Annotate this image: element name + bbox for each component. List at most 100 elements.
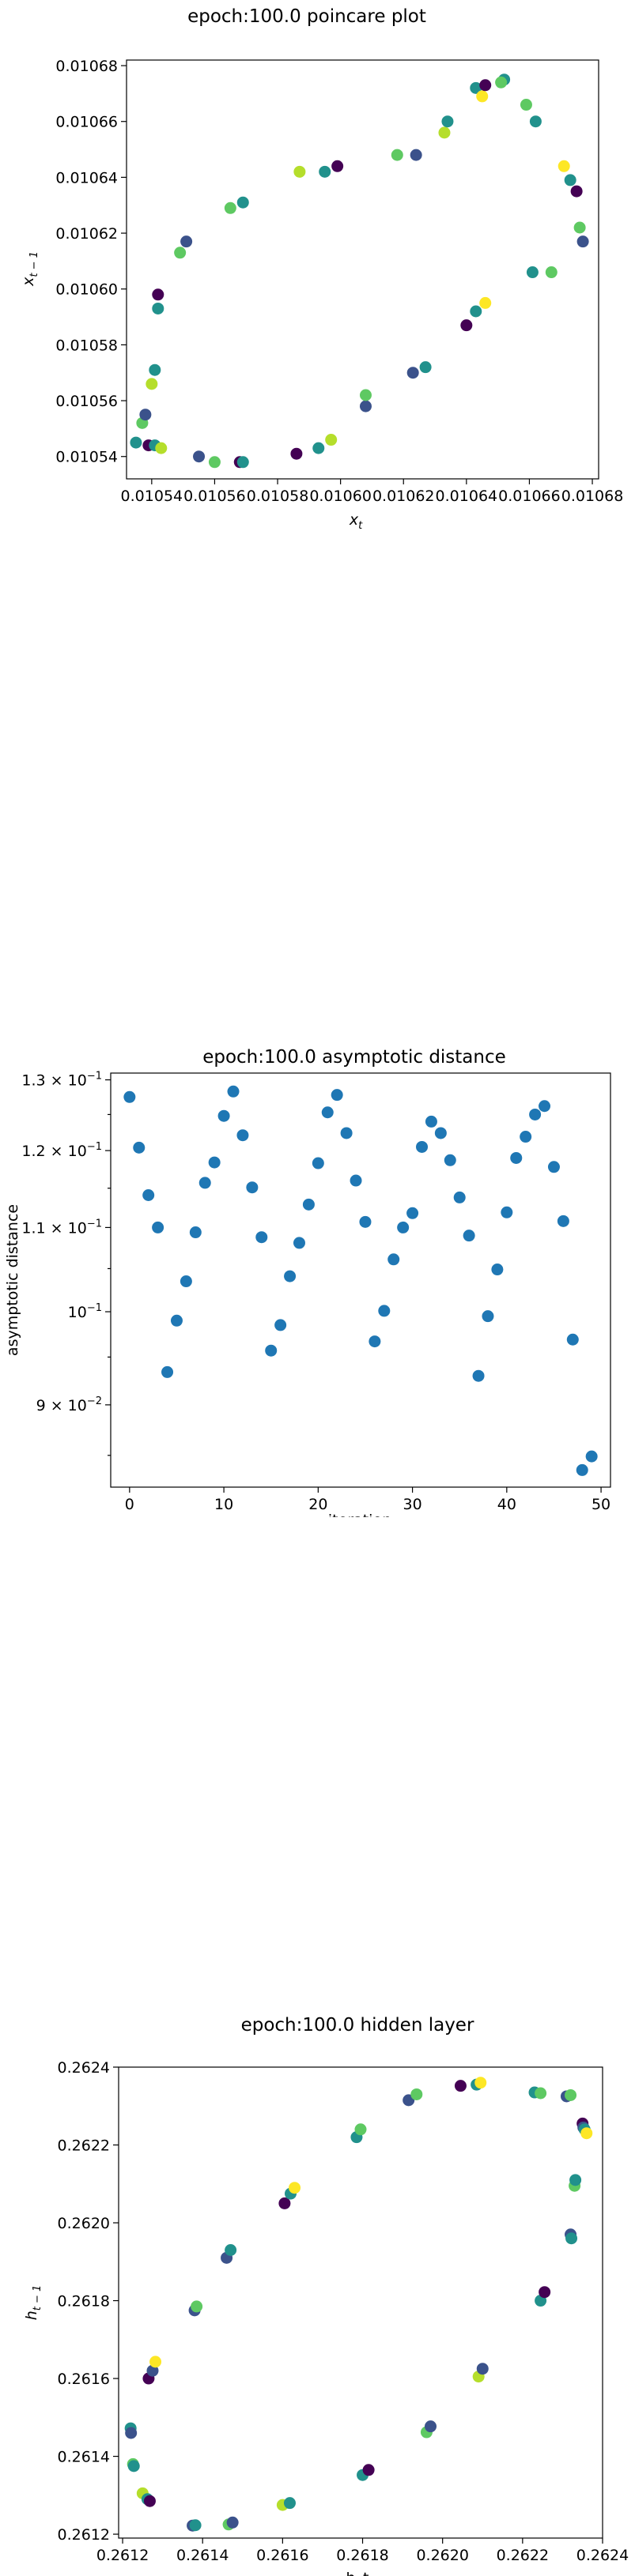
data-point [226, 2516, 239, 2529]
data-point [565, 2088, 577, 2101]
data-point [359, 400, 372, 412]
x-tick-label: 0.2616 [256, 2547, 308, 2564]
data-point [539, 1100, 551, 1113]
data-point [302, 1198, 315, 1211]
data-point [127, 2460, 140, 2472]
data-point [476, 2363, 489, 2375]
x-tick-label: 0.2614 [176, 2547, 229, 2564]
data-point [535, 2087, 547, 2100]
chart-title: epoch:100.0 poincare plot [187, 6, 426, 27]
x-tick-label: 0.2612 [96, 2547, 149, 2564]
data-point [180, 1275, 192, 1288]
data-point [529, 1108, 542, 1120]
data-point [453, 1191, 466, 1203]
y-tick-label: 0.2622 [58, 2137, 110, 2155]
data-point [470, 81, 482, 94]
data-point [146, 2364, 159, 2377]
data-point [278, 2197, 291, 2209]
chart-title: epoch:100.0 hidden layer [241, 2015, 474, 2036]
data-point [564, 174, 576, 186]
x-tick-label: 0.2624 [576, 2547, 629, 2564]
data-point [569, 2174, 582, 2186]
x-tick-label: 0.01068 [561, 488, 624, 505]
y-axis-label: ht − 1 [23, 2285, 43, 2321]
x-tick-label: 30 [403, 1496, 421, 1513]
x-tick-label: 0.2620 [416, 2547, 468, 2564]
x-axis-label: h_t [346, 2570, 369, 2576]
y-axis-label: asymptotic distance [4, 1204, 21, 1356]
data-point [236, 196, 249, 209]
data-point [397, 1221, 410, 1233]
data-point [224, 201, 236, 214]
data-point [570, 185, 583, 198]
data-point [139, 409, 152, 421]
data-point [189, 1226, 202, 1239]
data-point [283, 2497, 296, 2510]
data-point [149, 2356, 162, 2368]
data-point [312, 1157, 324, 1169]
data-point [438, 126, 451, 139]
x-tick-label: 0.2622 [497, 2547, 549, 2564]
plot-points [123, 1085, 598, 1476]
data-point [146, 378, 158, 390]
data-point [585, 1450, 598, 1463]
data-point [425, 2420, 437, 2433]
y-tick-label: 0.01060 [55, 281, 118, 299]
data-point [529, 115, 542, 128]
data-point [444, 1154, 456, 1166]
data-point [208, 456, 221, 469]
data-point [191, 2300, 203, 2313]
data-point [573, 221, 586, 234]
data-point [472, 1369, 485, 1382]
data-point [482, 1310, 494, 1323]
data-point [198, 1177, 211, 1189]
data-point [155, 442, 168, 454]
data-point [289, 2182, 301, 2194]
data-point [290, 447, 303, 460]
x-axis-label: iteration [328, 1512, 391, 1517]
data-point [130, 436, 142, 449]
data-point [274, 1319, 287, 1331]
data-point [284, 1270, 297, 1282]
data-point [406, 367, 419, 379]
y-tick-label: 1.1 × 10−1 [21, 1218, 102, 1237]
data-point [391, 149, 403, 161]
x-axis-label: xt [349, 511, 363, 532]
x-tick-label: 0.2618 [336, 2547, 388, 2564]
data-point [565, 2232, 578, 2245]
data-point [174, 247, 187, 259]
y-tick-label: 0.2624 [58, 2059, 110, 2077]
data-point [520, 99, 532, 111]
data-point [170, 1314, 183, 1327]
data-point [410, 149, 422, 161]
plot-points [124, 2077, 593, 2532]
data-point [319, 165, 331, 178]
data-point [236, 456, 249, 469]
data-point [491, 1264, 504, 1276]
data-point [520, 1131, 532, 1143]
data-point [479, 79, 492, 92]
y-tick-label: 0.01068 [55, 58, 118, 75]
data-point [246, 1181, 259, 1194]
data-point [576, 1463, 588, 1476]
data-point [149, 363, 161, 376]
x-tick-label: 40 [497, 1496, 516, 1513]
data-point [227, 1085, 240, 1098]
x-ticks: 0.01054 0.01056 0.01058 0.01060 0.01062 0.010… [121, 479, 624, 505]
data-point [580, 2127, 593, 2140]
data-point [143, 2495, 156, 2507]
data-point [255, 1231, 268, 1244]
data-point [476, 90, 489, 103]
y-tick-label: 0.01058 [55, 337, 118, 354]
data-point [354, 2123, 367, 2136]
y-tick-label: 0.2618 [58, 2293, 110, 2310]
x-tick-label: 0.01060 [309, 488, 372, 505]
data-point [359, 1215, 372, 1228]
data-point [576, 235, 589, 248]
x-tick-label: 50 [592, 1496, 610, 1513]
x-ticks: 0.2612 0.2614 0.2616 0.2618 0.2620 0.2622 0.26… [96, 2538, 629, 2564]
data-point [470, 305, 482, 318]
y-tick-label: 9 × 10−2 [36, 1395, 102, 1414]
y-tick-label: 1.3 × 10−1 [21, 1071, 102, 1090]
data-point [463, 1230, 475, 1242]
